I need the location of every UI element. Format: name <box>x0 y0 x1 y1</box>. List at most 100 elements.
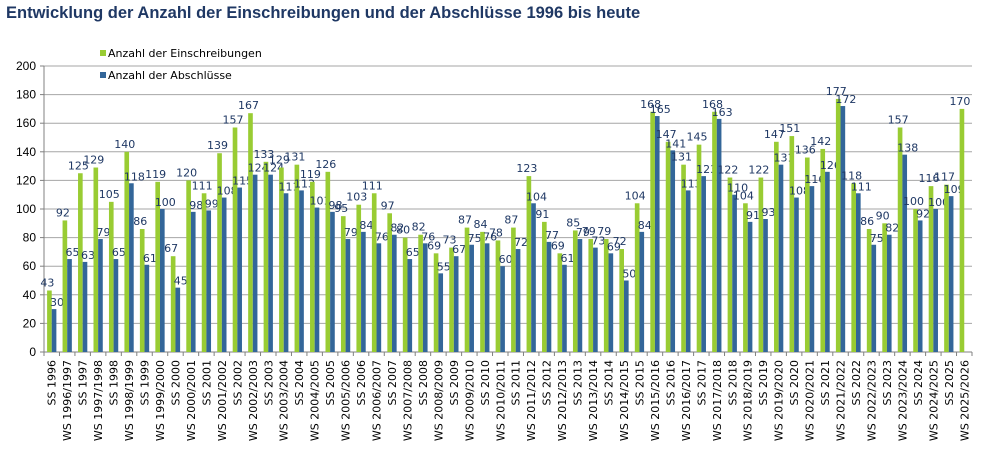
bar-einschreibungen <box>619 249 624 352</box>
bar-abschluesse <box>593 247 598 352</box>
x-tick-label: SS 2017 <box>695 360 708 405</box>
bar-abschluesse <box>160 209 165 352</box>
x-tick-label: WS 2023/2024 <box>896 360 909 441</box>
bar-abschluesse <box>747 221 753 352</box>
bar-abschluesse <box>577 239 583 352</box>
x-tick-label: WS 2004/2005 <box>309 360 322 441</box>
data-label: 126 <box>820 159 841 172</box>
legend-label-abschluesse: Anzahl der Abschlüsse <box>108 69 232 82</box>
bar-abschluesse <box>484 243 490 352</box>
bar-abschluesse <box>268 174 273 352</box>
legend-label-einschreibungen: Anzahl der Einschreibungen <box>108 47 262 60</box>
x-tick-label: WS 2017/2018 <box>711 360 724 441</box>
bar-abschluesse <box>917 220 923 352</box>
data-label: 119 <box>300 168 321 181</box>
y-tick-label: 100 <box>16 202 36 216</box>
data-label: 115 <box>232 175 253 188</box>
data-label: 100 <box>928 196 949 209</box>
bar-abschluesse <box>948 196 954 352</box>
bar-einschreibungen <box>913 209 918 352</box>
x-tick-label: SS 2022 <box>850 360 863 405</box>
data-label: 139 <box>207 139 228 152</box>
bar-einschreibungen <box>588 239 594 352</box>
bar-einschreibungen <box>866 229 872 352</box>
data-label: 157 <box>888 113 909 126</box>
data-label: 122 <box>717 164 738 177</box>
data-label: 86 <box>860 215 874 228</box>
x-tick-label: WS 2021/2022 <box>835 360 848 441</box>
bar-abschluesse <box>407 259 413 352</box>
data-label: 108 <box>217 185 238 198</box>
x-tick-label: SS 2010 <box>479 360 492 405</box>
bar-abschluesse <box>515 249 521 352</box>
data-label: 122 <box>748 164 769 177</box>
bar-einschreibungen <box>851 183 856 352</box>
x-tick-label: WS 2011/2012 <box>525 360 538 441</box>
data-label: 104 <box>625 189 646 202</box>
bar-abschluesse <box>422 243 428 352</box>
data-label: 72 <box>514 236 528 249</box>
x-tick-label: WS 2003/2004 <box>278 360 291 441</box>
data-label: 75 <box>870 232 884 245</box>
bar-einschreibungen <box>294 164 300 352</box>
x-tick-label: SS 2008 <box>417 360 430 405</box>
data-label: 113 <box>681 177 702 190</box>
data-label: 98 <box>189 199 203 212</box>
bar-abschluesse <box>98 239 103 352</box>
x-tick-label: WS 2007/2008 <box>401 360 414 441</box>
bar-einschreibungen <box>402 237 408 352</box>
data-label: 104 <box>526 190 547 203</box>
bar-einschreibungen <box>758 177 764 352</box>
data-label: 80 <box>396 224 410 237</box>
bar-einschreibungen <box>542 221 547 352</box>
y-tick-label: 20 <box>23 316 37 330</box>
x-tick-label: WS 2001/2002 <box>216 360 229 441</box>
x-tick-label: SS 2014 <box>603 360 616 405</box>
bar-einschreibungen <box>217 153 222 352</box>
data-label: 124 <box>263 162 284 175</box>
bar-einschreibungen <box>944 184 949 352</box>
data-label: 165 <box>650 103 671 116</box>
bar-abschluesse <box>670 150 676 352</box>
data-label: 101 <box>309 195 330 208</box>
data-label: 65 <box>66 246 80 259</box>
bar-einschreibungen <box>603 239 609 352</box>
bar-einschreibungen <box>47 290 52 352</box>
data-label: 86 <box>133 215 147 228</box>
y-tick-label: 40 <box>23 288 37 302</box>
data-label: 79 <box>576 226 590 239</box>
bar-abschluesse <box>453 256 459 352</box>
data-label: 111 <box>192 179 213 192</box>
data-label: 168 <box>702 98 723 111</box>
data-label: 65 <box>406 246 420 259</box>
data-label: 111 <box>279 180 300 193</box>
bar-einschreibungen <box>108 201 114 352</box>
bar-abschluesse <box>794 197 799 352</box>
bar-einschreibungen <box>681 164 686 352</box>
bar-abschluesse <box>299 190 304 352</box>
data-label: 147 <box>764 128 785 141</box>
bar-abschluesse <box>330 211 335 352</box>
x-tick-label: WS 2019/2020 <box>773 360 786 441</box>
bar-abschluesse <box>546 241 552 352</box>
bar-einschreibungen <box>433 253 439 352</box>
bar-einschreibungen <box>170 256 176 352</box>
bar-einschreibungen <box>928 186 934 352</box>
data-label: 100 <box>903 195 924 208</box>
bar-einschreibungen <box>572 230 578 352</box>
bar-einschreibungen <box>387 213 392 352</box>
data-label: 91 <box>535 208 549 221</box>
bar-einschreibungen <box>449 247 454 352</box>
bar-abschluesse <box>701 176 706 352</box>
data-label: 116 <box>919 172 940 185</box>
bar-einschreibungen <box>139 229 145 352</box>
bar-einschreibungen <box>62 220 68 352</box>
bar-einschreibungen <box>480 231 485 352</box>
y-tick-label: 160 <box>16 116 36 130</box>
data-label: 113 <box>294 177 315 190</box>
data-label: 140 <box>114 138 135 151</box>
data-label: 97 <box>381 199 395 212</box>
x-tick-label: SS 2000 <box>169 360 182 405</box>
bar-einschreibungen <box>325 171 331 352</box>
bar-abschluesse <box>902 154 908 352</box>
